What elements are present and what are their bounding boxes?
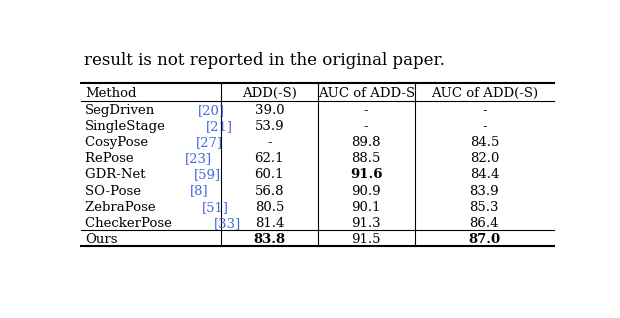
Text: -: - <box>482 120 487 133</box>
Text: -: - <box>364 104 368 117</box>
Text: [21]: [21] <box>206 120 233 133</box>
Text: 86.4: 86.4 <box>469 217 499 230</box>
Text: AUC of ADD-S: AUC of ADD-S <box>317 87 415 100</box>
Text: 84.5: 84.5 <box>470 136 499 149</box>
Text: [59]: [59] <box>193 169 221 181</box>
Text: CheckerPose: CheckerPose <box>86 217 176 230</box>
Text: AUC of ADD(-S): AUC of ADD(-S) <box>431 87 538 100</box>
Text: RePose: RePose <box>86 152 138 165</box>
Text: [23]: [23] <box>185 152 211 165</box>
Text: -: - <box>482 104 487 117</box>
Text: 53.9: 53.9 <box>254 120 284 133</box>
Text: 80.5: 80.5 <box>255 201 284 214</box>
Text: CosyPose: CosyPose <box>86 136 153 149</box>
Text: -: - <box>267 136 272 149</box>
Text: 56.8: 56.8 <box>255 184 284 197</box>
Text: 91.5: 91.5 <box>352 233 381 246</box>
Text: 81.4: 81.4 <box>255 217 284 230</box>
Text: 91.3: 91.3 <box>352 217 381 230</box>
Text: -: - <box>364 120 368 133</box>
Text: ZebraPose: ZebraPose <box>86 201 160 214</box>
Text: result is not reported in the original paper.: result is not reported in the original p… <box>84 52 445 69</box>
Text: GDR-Net: GDR-Net <box>86 169 150 181</box>
Text: 90.9: 90.9 <box>352 184 381 197</box>
Text: 60.1: 60.1 <box>255 169 284 181</box>
Text: 82.0: 82.0 <box>470 152 499 165</box>
Text: Method: Method <box>86 87 137 100</box>
Text: Ours: Ours <box>86 233 118 246</box>
Text: [20]: [20] <box>198 104 225 117</box>
Text: 90.1: 90.1 <box>352 201 381 214</box>
Text: 83.9: 83.9 <box>469 184 499 197</box>
Text: 89.8: 89.8 <box>352 136 381 149</box>
Text: [8]: [8] <box>190 184 209 197</box>
Text: 91.6: 91.6 <box>350 169 383 181</box>
Text: 85.3: 85.3 <box>469 201 499 214</box>
Text: 62.1: 62.1 <box>255 152 284 165</box>
Text: 84.4: 84.4 <box>470 169 499 181</box>
Text: ADD(-S): ADD(-S) <box>242 87 297 100</box>
Text: SO-Pose: SO-Pose <box>86 184 146 197</box>
Text: SegDriven: SegDriven <box>86 104 156 117</box>
Text: [27]: [27] <box>196 136 223 149</box>
Text: SingleStage: SingleStage <box>86 120 166 133</box>
Text: 88.5: 88.5 <box>352 152 381 165</box>
Text: 83.8: 83.8 <box>253 233 285 246</box>
Text: [51]: [51] <box>202 201 229 214</box>
Text: 87.0: 87.0 <box>468 233 500 246</box>
Text: 39.0: 39.0 <box>254 104 284 117</box>
Text: [33]: [33] <box>214 217 241 230</box>
